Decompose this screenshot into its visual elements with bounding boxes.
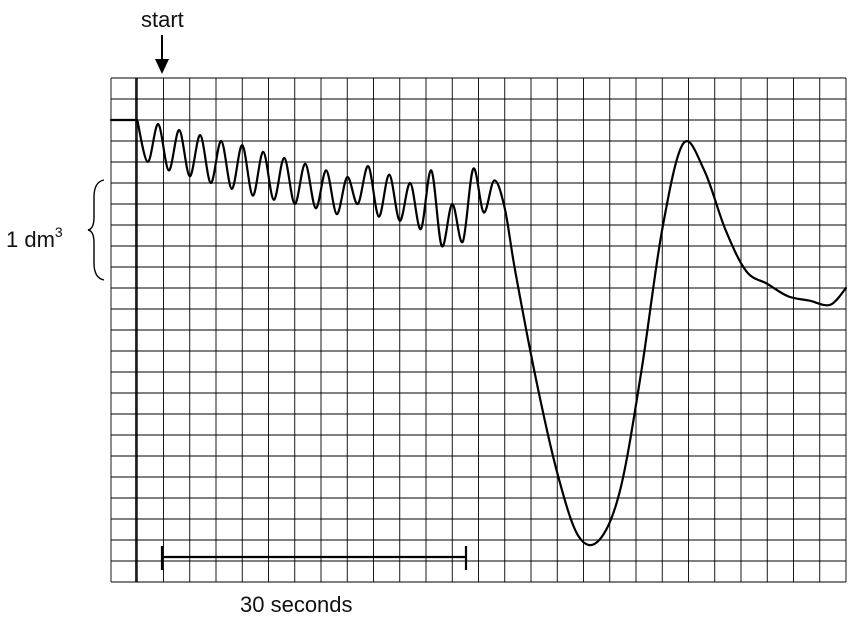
volume-scale-brace — [87, 179, 105, 281]
time-scale-label: 30 seconds — [240, 592, 353, 617]
start-arrow-head — [155, 59, 169, 74]
volume-trace — [109, 118, 848, 547]
grid — [110, 77, 847, 583]
time-scale-bar — [160, 546, 468, 570]
volume-scale-label: 1 dm3 — [6, 224, 63, 252]
start-label: start — [141, 7, 184, 32]
